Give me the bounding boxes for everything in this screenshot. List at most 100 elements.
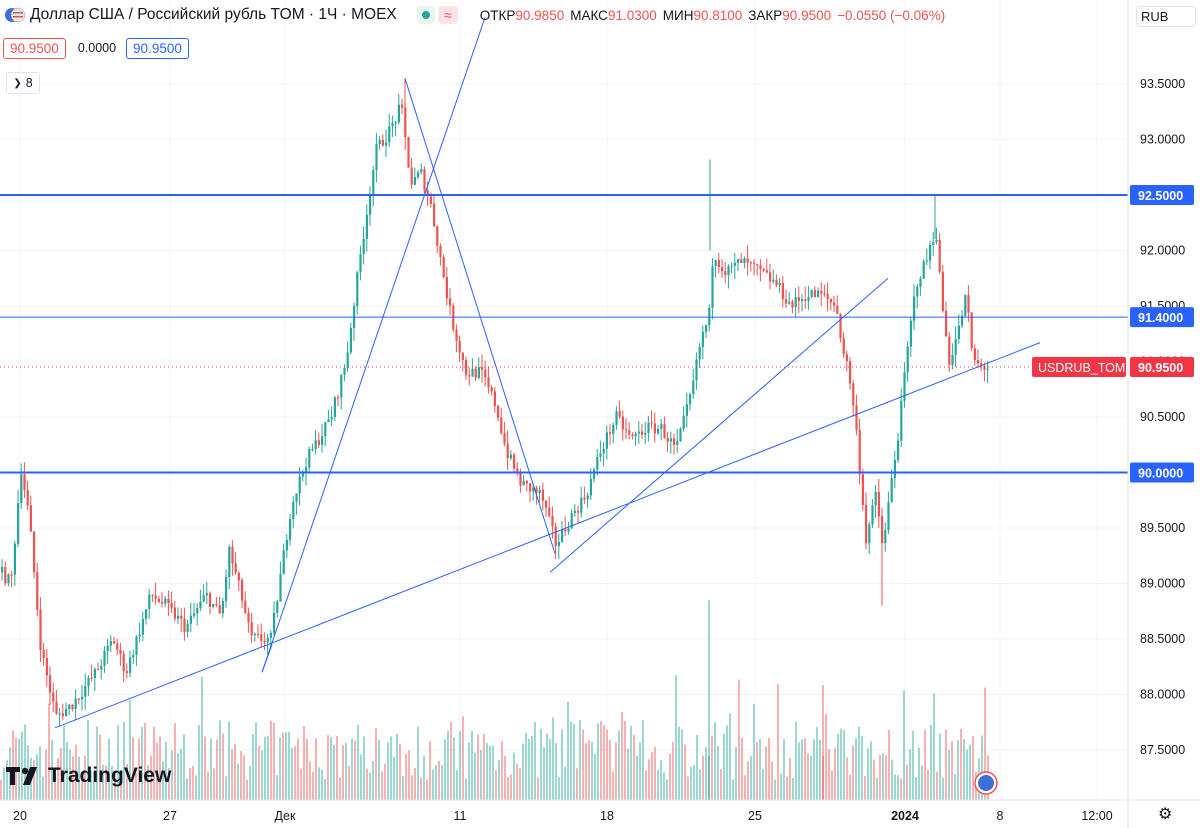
volume-bar (717, 745, 719, 800)
candle-body (180, 615, 183, 619)
settings-icon[interactable]: ⚙ (1158, 806, 1173, 823)
candle-body (164, 598, 167, 604)
x-tick-label: Дек (275, 809, 296, 823)
volume-bar (519, 767, 521, 800)
candle-body (381, 140, 384, 146)
candle-body (717, 260, 720, 268)
volume-bar (561, 729, 563, 800)
candle-body (397, 104, 400, 123)
candle-body (573, 510, 576, 514)
volume-bar (417, 726, 419, 800)
candle-body (401, 104, 404, 108)
volume-bar (543, 747, 545, 800)
market-status-icon[interactable] (416, 6, 435, 24)
candle-body (199, 601, 202, 609)
candle-body (26, 489, 29, 506)
candle-body (279, 573, 282, 602)
volume-bar (303, 726, 305, 800)
bid-button[interactable]: 90.9500 (3, 37, 66, 59)
candle-body (36, 572, 39, 610)
candle-body (701, 331, 704, 347)
candle-body (257, 633, 260, 635)
volume-bar (597, 723, 599, 800)
volume-bar (795, 721, 797, 800)
ohlc-values: ОТКР 90.9850 МАКС 91.0300 МИН 90.8100 ЗАКР 9… (474, 8, 945, 23)
candle-body (509, 454, 512, 459)
volume-bar (903, 690, 905, 800)
volume-bar (840, 728, 842, 800)
candle-body (417, 172, 420, 178)
candle-body (49, 675, 52, 693)
candle-body (490, 387, 493, 392)
candle-body (897, 440, 900, 460)
trend-line[interactable] (549, 277, 889, 573)
volume-bar (789, 758, 791, 800)
candle-body (449, 298, 452, 306)
candle-body (513, 454, 516, 469)
symbol-title[interactable]: Доллар США / Российский рубль TOM · 1Ч ·… (30, 6, 397, 23)
candle-body (849, 361, 852, 384)
candle-body (13, 543, 16, 575)
volume-bar (774, 779, 776, 800)
volume-bar (198, 725, 200, 800)
volume-bar (360, 754, 362, 800)
candle-body (772, 279, 775, 282)
volume-bar (909, 748, 911, 800)
volume-bar (894, 774, 896, 800)
trend-line[interactable] (261, 17, 486, 673)
candle-body (727, 266, 730, 276)
volume-bar (366, 768, 368, 800)
candle-body (676, 441, 679, 445)
candle-body (909, 320, 912, 347)
candle-body (487, 377, 490, 388)
candle-body (525, 480, 528, 484)
volume-bar (171, 750, 173, 800)
candle-body (237, 572, 240, 581)
candle-body (685, 404, 688, 416)
ask-button[interactable]: 90.9500 (126, 37, 189, 59)
volume-bar (954, 774, 956, 800)
candle-body (356, 272, 359, 307)
candle-body (954, 339, 957, 355)
volume-bar (684, 744, 686, 800)
volume-bar (756, 741, 758, 800)
candle-body (346, 352, 349, 368)
ohlc-open-label: ОТКР (479, 7, 516, 23)
y-tick-label: 93.5000 (1140, 77, 1185, 91)
volume-bar (3, 767, 5, 800)
data-delay-icon[interactable]: ≈ (437, 6, 458, 24)
volume-bar (645, 770, 647, 800)
tradingview-logo[interactable]: TradingView (6, 764, 171, 788)
volume-bar (783, 739, 785, 800)
indicators-toggle[interactable]: ❯ 8 (6, 72, 40, 94)
trend-line[interactable] (54, 342, 1041, 729)
candle-body (762, 268, 765, 271)
volume-bar (120, 778, 122, 800)
volume-bar (75, 744, 77, 800)
volume-bar (162, 761, 164, 800)
candle-body (913, 296, 916, 321)
candle-body (436, 226, 439, 246)
volume-bar (720, 769, 722, 800)
volume-bar (792, 778, 794, 800)
candle-body (193, 613, 196, 616)
volume-bar (378, 739, 380, 800)
symbol-tag[interactable] (1032, 357, 1126, 378)
volume-bar (666, 779, 668, 800)
volume-bar (813, 739, 815, 800)
trend-line[interactable] (404, 78, 556, 554)
candle-body (829, 298, 832, 303)
volume-bar (600, 721, 602, 800)
currency-selector[interactable]: RUB (1136, 6, 1196, 27)
candle-body (308, 449, 311, 468)
volume-bar (180, 748, 182, 800)
trend-line[interactable] (261, 644, 273, 673)
volume-bar (510, 774, 512, 800)
candle-body (106, 645, 109, 651)
candle-body (452, 305, 455, 330)
candle-body (957, 325, 960, 340)
candle-body (663, 424, 666, 438)
candle-body (970, 312, 973, 349)
volume-bar (243, 755, 245, 800)
